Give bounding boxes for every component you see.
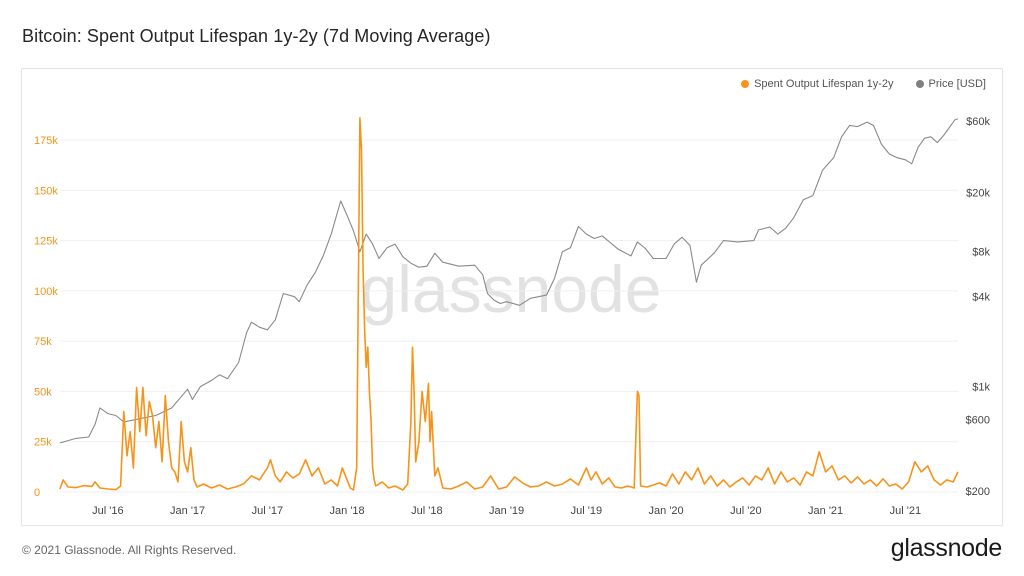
x-axis: Jul '16 Jan '17 Jul '17 Jan '18 Jul '18 Jan '… [92, 505, 921, 517]
chart-panel [21, 68, 1003, 526]
right-tick-label: $600 [966, 415, 990, 427]
footer-copyright: © 2021 Glassnode. All Rights Reserved. [22, 543, 237, 557]
x-tick-label: Jan '21 [808, 505, 843, 517]
left-tick-label: 75k [34, 336, 52, 348]
x-tick-label: Jul '16 [92, 505, 123, 517]
x-tick-label: Jan '19 [489, 505, 524, 517]
legend-item-price[interactable]: Price [USD] [915, 78, 986, 90]
legend-label-spent-output: Spent Output Lifespan 1y-2y [754, 78, 894, 90]
x-tick-label: Jan '18 [330, 505, 365, 517]
x-tick-label: Jan '20 [649, 505, 684, 517]
series-line-price[interactable] [59, 118, 959, 444]
x-tick-label: Jul '19 [571, 505, 602, 517]
legend-label-price: Price [USD] [928, 78, 986, 90]
left-tick-label: 100k [34, 286, 58, 298]
glassnode-logo[interactable]: glassnode [890, 534, 1003, 562]
series-layer [59, 117, 959, 491]
right-tick-label: $60k [966, 116, 990, 128]
chart-legend: Spent Output Lifespan 1y-2y Price [USD] [741, 78, 986, 90]
right-tick-label: $8k [972, 247, 990, 259]
chart-title: Bitcoin: Spent Output Lifespan 1y-2y (7d… [22, 26, 491, 46]
left-tick-label: 25k [34, 437, 52, 449]
series-line-spent-output[interactable] [59, 117, 959, 491]
left-tick-label: 50k [34, 386, 52, 398]
x-tick-label: Jul '18 [411, 505, 442, 517]
right-tick-label: $20k [966, 187, 990, 199]
left-tick-label: 125k [34, 236, 58, 248]
legend-dot-orange-icon [741, 80, 750, 88]
x-tick-label: Jan '17 [170, 505, 205, 517]
left-axis: 0 25k 50k 75k 100k 125k 150k 175k [34, 135, 958, 499]
right-axis: $200 $600 $1k $4k $8k $20k $60k [966, 116, 991, 498]
x-tick-label: Jul '20 [730, 505, 761, 517]
right-tick-label: $4k [972, 292, 990, 304]
left-tick-label: 0 [34, 487, 40, 499]
x-tick-label: Jul '21 [890, 505, 921, 517]
left-tick-label: 175k [34, 135, 58, 147]
right-tick-label: $1k [972, 382, 990, 394]
x-tick-label: Jul '17 [252, 505, 283, 517]
right-tick-label: $200 [966, 486, 990, 498]
left-tick-label: 150k [34, 185, 58, 197]
legend-item-spent-output[interactable]: Spent Output Lifespan 1y-2y [741, 78, 894, 90]
glassnode-watermark: glassnode [361, 252, 662, 326]
legend-dot-gray-icon [915, 80, 924, 88]
